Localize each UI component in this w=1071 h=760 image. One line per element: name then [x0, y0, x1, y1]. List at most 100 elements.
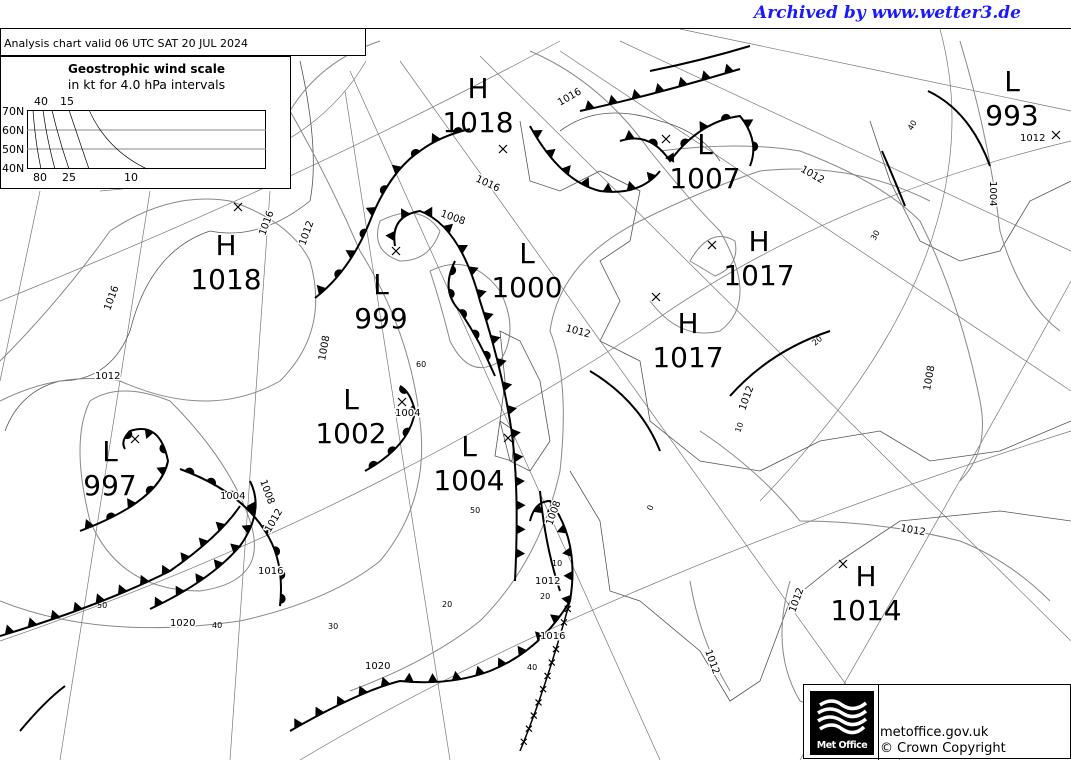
cold-front-triangle — [161, 564, 171, 576]
cold-front — [393, 209, 518, 582]
isobar-label: 1012 — [564, 323, 591, 340]
cold-front-triangle — [563, 570, 573, 581]
centre-type: L — [1004, 65, 1020, 98]
centre-type: L — [102, 435, 118, 468]
cold-front-triangle — [517, 645, 527, 657]
cold-front-triangle — [294, 718, 304, 729]
warm-front-semicircle — [483, 350, 491, 361]
cold-front-triangle — [550, 614, 561, 624]
plain-front — [589, 370, 661, 452]
warm-front-semicircle — [448, 288, 455, 299]
cold-front-triangle — [4, 624, 15, 635]
isobars — [0, 40, 1061, 710]
warm-front-semicircle — [159, 443, 167, 454]
centre-type: L — [343, 383, 359, 416]
warm-front-semicircle — [387, 446, 397, 455]
cold-front-triangle — [516, 500, 526, 511]
cold-front-triangle — [443, 223, 454, 234]
isobar-label: 1016 — [102, 284, 121, 312]
met-office-logo[interactable]: Met Office — [810, 691, 874, 755]
cold-front-triangle — [665, 152, 675, 163]
isobar-label: 1012 — [787, 586, 806, 614]
site-link[interactable]: metoffice.gov.uk — [880, 725, 989, 740]
divider — [878, 685, 879, 760]
isobar-label: 1008 — [544, 499, 563, 527]
cold-front-triangle — [457, 244, 468, 254]
centre-pressure: 1017 — [723, 259, 794, 292]
logo-text: Met Office — [816, 740, 868, 751]
grid-label: 50 — [97, 601, 107, 610]
cold-front-triangle — [423, 206, 433, 218]
plain-front — [649, 45, 751, 72]
warm-front-semicircle — [106, 512, 116, 520]
warm-front-semicircle — [680, 138, 689, 147]
cold-front-triangle — [562, 547, 572, 557]
centre-type: L — [697, 128, 713, 161]
scale-bottom-label: 10 — [124, 171, 138, 184]
cold-front-triangle — [117, 584, 128, 595]
cold-front-triangle — [515, 548, 526, 559]
cold-front-triangle — [127, 498, 137, 509]
cold-front-triangle — [380, 676, 391, 687]
plain-front — [539, 490, 561, 592]
isobar-label: 1012 — [297, 219, 316, 247]
cold-front — [289, 499, 574, 732]
cold-front-triangle — [198, 537, 209, 548]
isobar-label: 1016 — [556, 86, 584, 108]
centre-cross-icon — [397, 397, 407, 407]
archive-label[interactable]: Archived by www.wetter3.de — [754, 3, 1021, 23]
cold-front-triangle — [95, 593, 105, 604]
centre-type: H — [677, 307, 698, 340]
warm-front-semicircle — [280, 593, 286, 604]
lat-lon-grid — [0, 29, 1071, 760]
grid-label: 30 — [328, 622, 338, 631]
warm-front-semicircle — [227, 490, 237, 499]
grid-label: 20 — [811, 334, 825, 347]
centre-cross-icon — [838, 559, 848, 569]
wind-scale-subtitle: in kt for 4.0 hPa intervals — [67, 77, 226, 92]
trough-cross — [564, 605, 572, 613]
centre-type: L — [373, 268, 389, 301]
cold-front-triangle — [215, 521, 226, 532]
warm-front-semicircle — [752, 141, 759, 152]
cold-front-triangle — [400, 208, 410, 219]
cold-front-triangle — [743, 119, 754, 129]
cold-front-triangle — [515, 476, 525, 487]
grid-label: 40 — [906, 119, 919, 132]
isobar-label: 1004 — [987, 181, 998, 206]
centre-pressure: 1017 — [652, 341, 723, 374]
warm-front-semicircle — [453, 127, 464, 134]
centre-pressure: 1007 — [669, 162, 740, 195]
centre-pressure: 1018 — [442, 106, 513, 139]
warm-front-semicircle — [273, 546, 281, 557]
cold-front-triangle — [678, 76, 688, 87]
centre-cross-icon — [651, 292, 661, 302]
centre-pressure: 1004 — [433, 464, 504, 497]
cold-front-triangle — [391, 164, 402, 175]
centre-pressure: 1014 — [830, 594, 901, 627]
scale-lat-label: 70N — [2, 105, 25, 118]
cold-front-triangle — [468, 266, 479, 276]
cold-front-triangle — [336, 695, 346, 706]
cold-front-triangle — [626, 180, 637, 191]
centre-cross-icon — [130, 434, 140, 444]
centre-pressure: 997 — [83, 469, 136, 502]
isobar-label: 1008 — [922, 365, 937, 392]
grid-label: 60 — [416, 360, 426, 369]
isobar-label: 1016 — [540, 631, 565, 642]
centre-pressure: 1000 — [491, 271, 562, 304]
warm-front-semicircle — [261, 525, 270, 535]
isobar-label: 1004 — [220, 491, 245, 502]
cold-front-triangle — [654, 83, 665, 94]
warm-front-semicircle — [449, 265, 457, 276]
cold-front-triangle — [156, 466, 167, 476]
cold-front-triangle — [724, 63, 734, 74]
grid-label: 10 — [733, 421, 745, 434]
cold-front-triangle — [602, 182, 613, 192]
warm-front-semicircle — [459, 309, 468, 319]
